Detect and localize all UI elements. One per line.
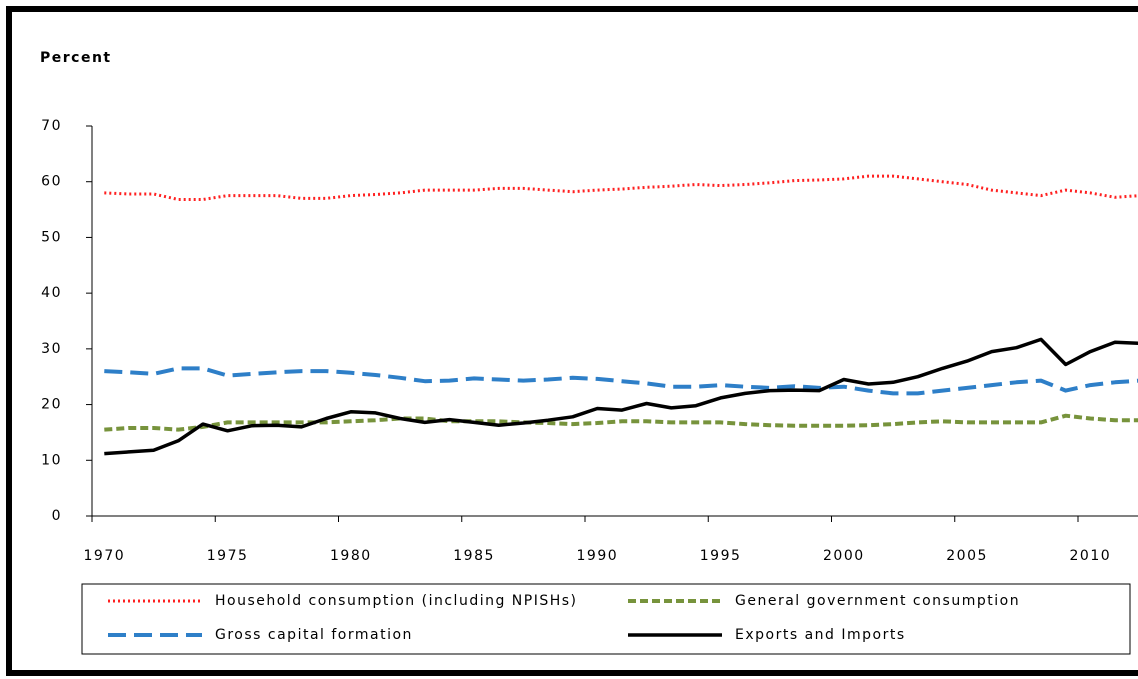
x-tick-label: 1970 bbox=[84, 548, 126, 564]
y-tick-label: 20 bbox=[41, 397, 62, 413]
legend-label: Gross capital formation bbox=[215, 627, 413, 643]
y-tick-label: 70 bbox=[41, 118, 62, 134]
x-tick-label: 1985 bbox=[453, 548, 495, 564]
x-tick-label: 1975 bbox=[207, 548, 249, 564]
x-tick-label: 2000 bbox=[823, 548, 865, 564]
y-tick-label: 10 bbox=[41, 452, 62, 468]
x-tick-label: 1995 bbox=[700, 548, 742, 564]
legend-label: Household consumption (including NPISHs) bbox=[215, 593, 578, 609]
x-tick-label: 1980 bbox=[330, 548, 372, 564]
series-line bbox=[104, 337, 1138, 456]
x-tick-label: 2005 bbox=[946, 548, 988, 564]
y-tick-label: 40 bbox=[41, 285, 62, 301]
frame bbox=[6, 6, 1138, 676]
y-tick-label: 50 bbox=[41, 229, 62, 245]
legend-label: General government consumption bbox=[735, 593, 1020, 609]
legend-box bbox=[81, 583, 1131, 655]
y-tick-label: 0 bbox=[52, 508, 62, 524]
series-line bbox=[104, 413, 1138, 432]
y-axis-label: Percent bbox=[40, 50, 112, 66]
x-tick-label: 2010 bbox=[1070, 548, 1112, 564]
y-tick-label: 30 bbox=[41, 341, 62, 357]
x-tick-label: 1990 bbox=[577, 548, 619, 564]
series-line bbox=[104, 366, 1138, 396]
legend-label: Exports and Imports bbox=[735, 627, 906, 643]
y-tick-label: 60 bbox=[41, 174, 62, 190]
series-line bbox=[104, 174, 1138, 201]
